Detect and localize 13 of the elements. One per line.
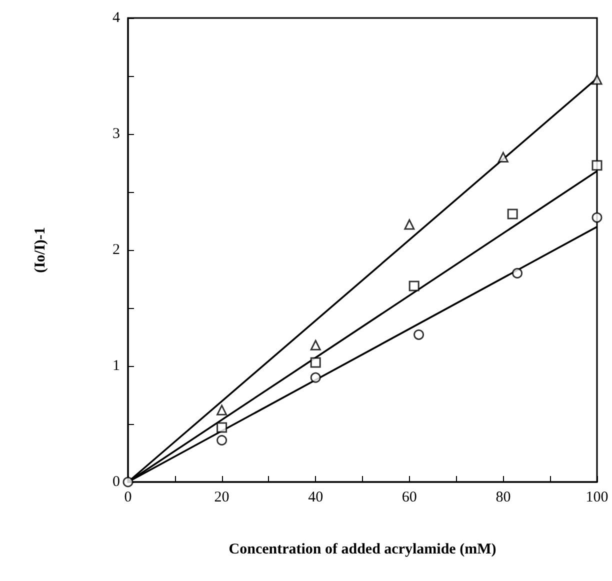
y-tick-label: 0 xyxy=(112,474,120,490)
y-tick-label: 4 xyxy=(112,10,120,26)
x-tick-label: 60 xyxy=(402,490,417,506)
x-tick-label: 80 xyxy=(496,490,511,506)
y-tick-label: 3 xyxy=(112,126,120,142)
x-tick-label: 100 xyxy=(586,490,608,506)
y-tick-label: 1 xyxy=(112,358,120,374)
x-tick-label: 40 xyxy=(308,490,324,506)
x-tick-label: 0 xyxy=(124,490,132,506)
y-axis-title: (Io/I)-1 xyxy=(32,227,48,273)
y-tick-label: 2 xyxy=(112,242,120,258)
x-tick-label: 20 xyxy=(214,490,230,506)
x-axis-title: Concentration of added acrylamide (mM) xyxy=(228,542,496,558)
